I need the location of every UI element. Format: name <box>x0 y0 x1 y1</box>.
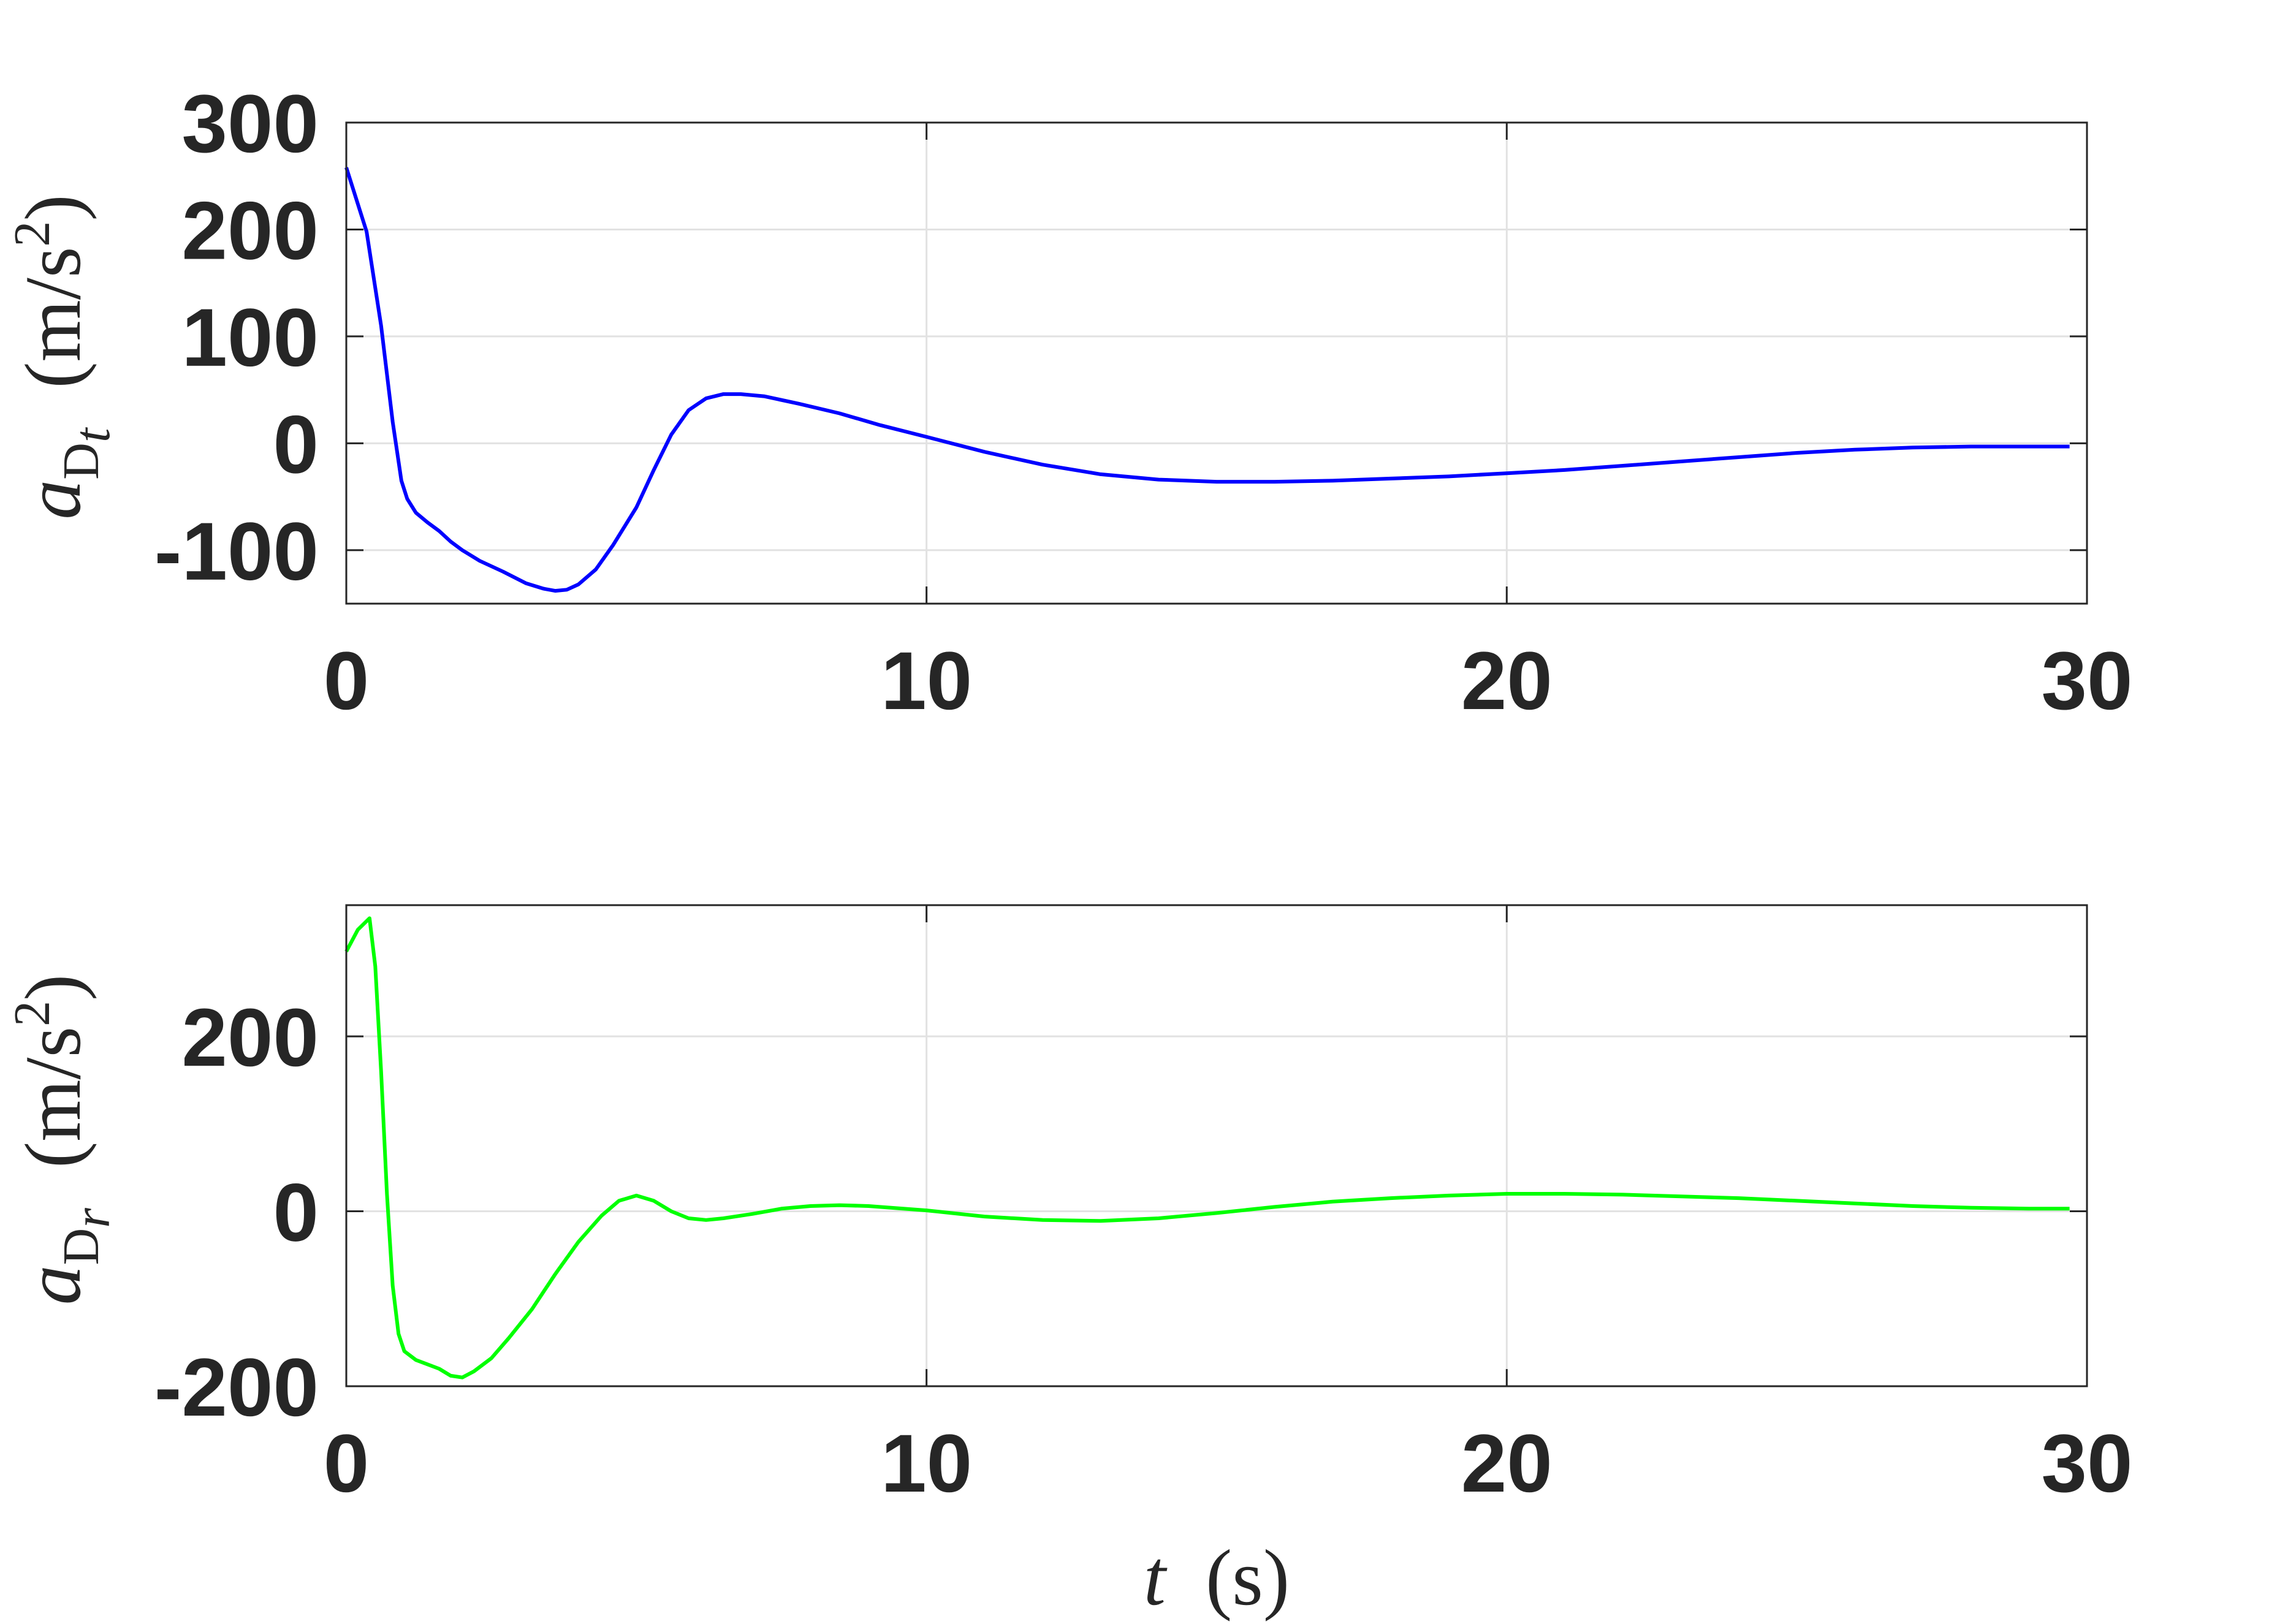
x-tick-label: 0 <box>324 1418 370 1509</box>
y-tick-label: 200 <box>181 185 319 276</box>
y-axis-label-units-open: (m/s <box>9 1026 97 1208</box>
x-tick-label: 30 <box>2041 1418 2132 1509</box>
x-tick-label: 30 <box>2041 636 2132 727</box>
y-tick-label: -200 <box>154 1342 319 1433</box>
x-tick-label: 10 <box>881 1418 972 1509</box>
y-tick-label: 300 <box>181 78 319 170</box>
y-axis-label-symbol: a <box>9 1265 97 1305</box>
x-tick-label: 20 <box>1461 1418 1553 1509</box>
series-line <box>344 167 2070 593</box>
y-axis-label: aDt (m/s2) <box>4 194 121 519</box>
y-axis-label-units-close: ) <box>9 194 97 221</box>
y-axis-label-sub1: D <box>53 1228 110 1265</box>
x-axis-label-symbol: t <box>1144 1534 1168 1622</box>
axes-box <box>345 121 2088 605</box>
y-axis-label-units-exp: 2 <box>4 1001 61 1026</box>
series-line <box>344 916 2070 1379</box>
y-tick-label: 100 <box>181 292 319 384</box>
y-axis-label-sub2: t <box>64 427 121 442</box>
y-axis-label-sub1: D <box>53 442 110 480</box>
y-tick-label: 200 <box>181 992 319 1083</box>
y-axis-label-symbol: a <box>9 480 97 520</box>
y-tick-label: 0 <box>273 1167 319 1259</box>
y-axis-label-units-close: ) <box>9 974 97 1001</box>
y-axis-label-units-open: (m/s <box>9 247 97 428</box>
y-axis-label: aDr (m/s2) <box>4 974 121 1305</box>
y-axis-label-units-exp: 2 <box>4 221 61 247</box>
x-axis-label: t (s) <box>1144 1534 1290 1622</box>
y-tick-label: -100 <box>154 506 319 598</box>
y-axis-label-sub2: r <box>64 1208 121 1228</box>
axes-box <box>345 904 2088 1387</box>
x-tick-label: 0 <box>324 636 370 727</box>
x-tick-label: 20 <box>1461 636 1553 727</box>
x-tick-label: 10 <box>881 636 972 727</box>
x-axis-label-units: (s) <box>1166 1534 1290 1622</box>
y-tick-label: 0 <box>273 399 319 490</box>
